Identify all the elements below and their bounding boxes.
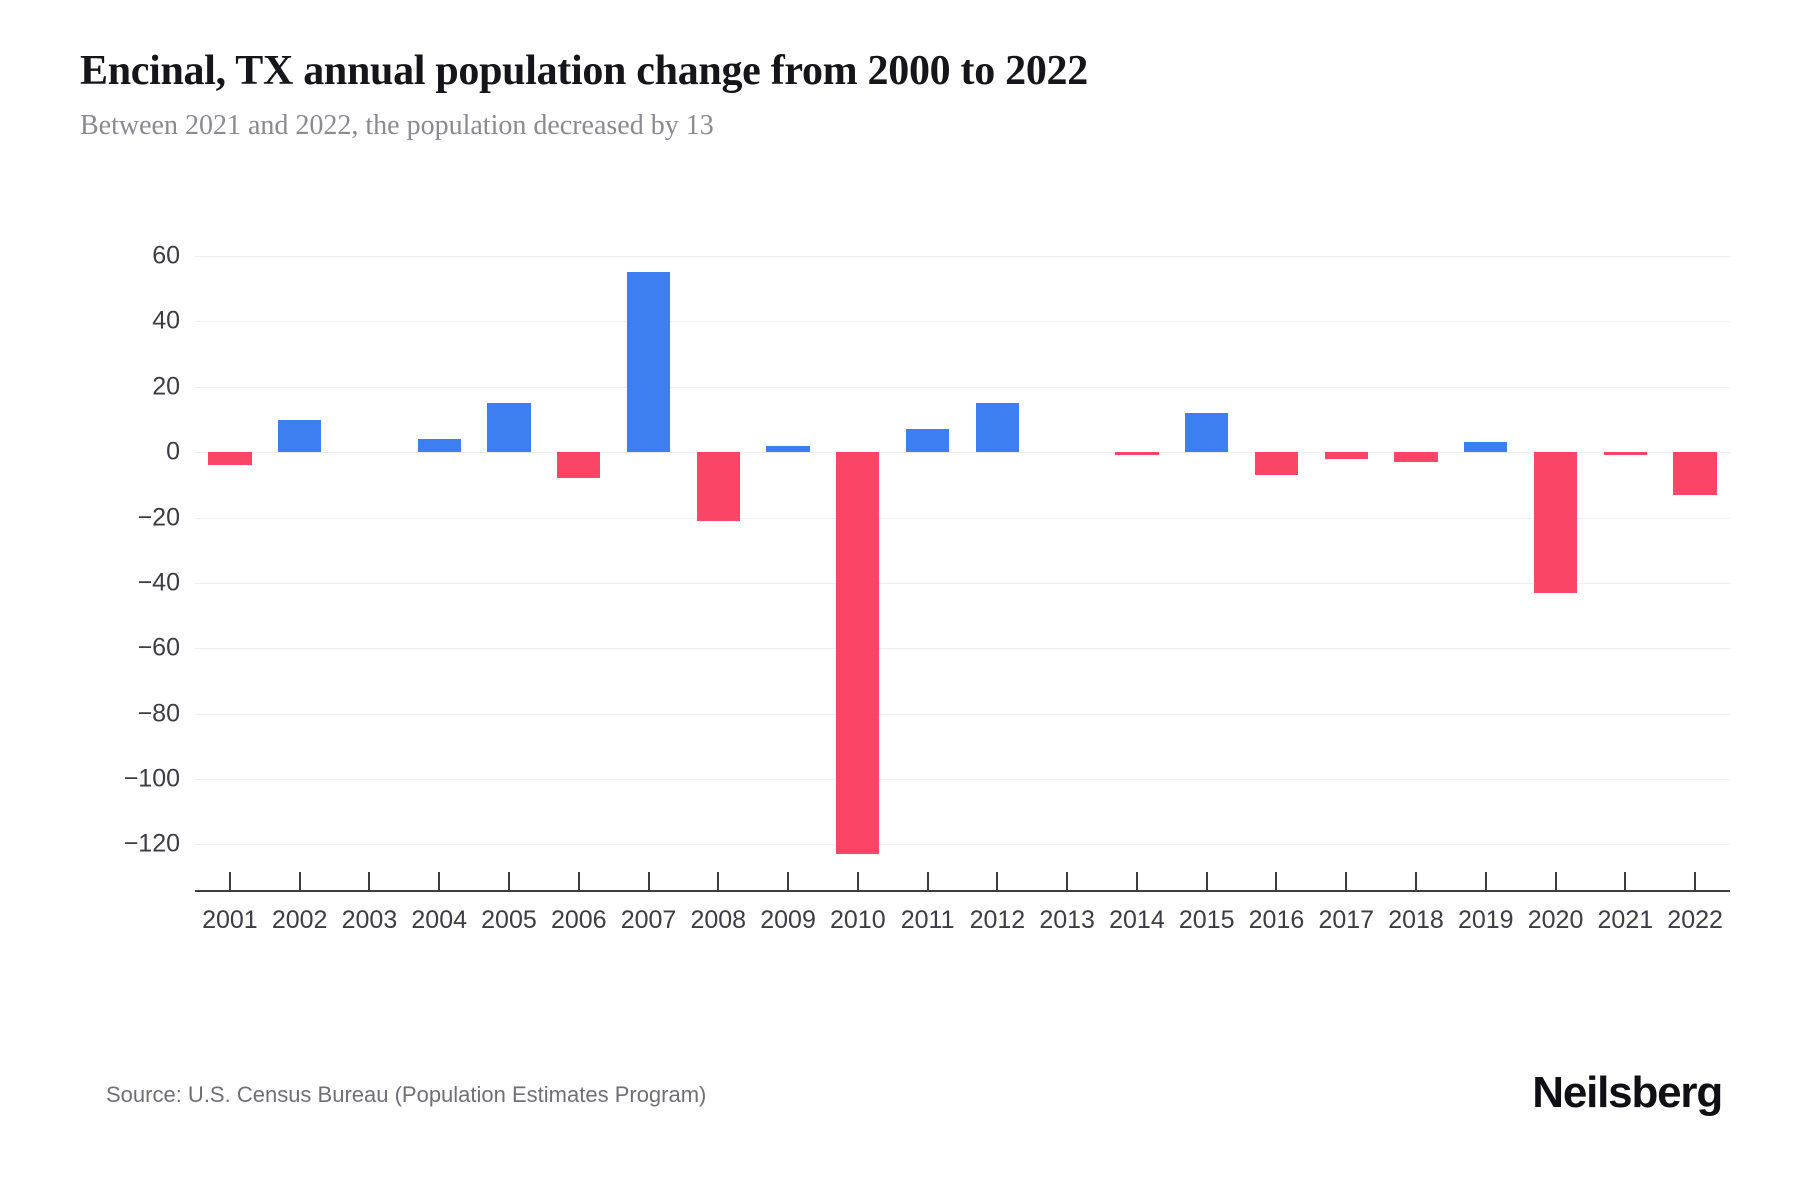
x-axis-tick-label: 2010	[830, 906, 886, 934]
gridline	[195, 256, 1730, 258]
bar-2012[interactable]	[975, 403, 1019, 453]
bar-2016[interactable]	[1254, 452, 1299, 476]
bar-2015[interactable]	[1185, 412, 1229, 453]
gridline	[195, 778, 1730, 780]
gridline	[195, 517, 1730, 519]
bar-2017[interactable]	[1324, 452, 1368, 459]
plot-area: 60 40 20 0 −20 −40 −60 −80 −100 −120	[0, 230, 1800, 890]
bar-2001[interactable]	[208, 452, 252, 466]
x-axis-tick-label: 2022	[1667, 906, 1723, 934]
y-axis-labels: 60 40 20 0 −20 −40 −60 −80 −100 −120	[70, 230, 180, 890]
x-axis-tick-label: 2008	[690, 906, 747, 934]
bar-2006[interactable]	[557, 452, 601, 479]
bar-2008[interactable]	[696, 452, 740, 521]
bar-2011[interactable]	[905, 429, 950, 453]
source-note: Source: U.S. Census Bureau (Population E…	[106, 1082, 707, 1107]
x-axis-tick-label: 2003	[341, 906, 398, 934]
x-axis-tick-label: 2021	[1597, 906, 1654, 934]
x-axis-line	[195, 890, 1730, 892]
grid-area	[195, 230, 1730, 890]
y-axis-tick-label: 40	[152, 306, 180, 335]
x-axis-tick	[228, 872, 231, 890]
x-axis-tick-label: 2014	[1109, 906, 1165, 934]
x-axis-tick	[507, 872, 510, 890]
y-axis-tick-label: −100	[123, 764, 180, 793]
x-axis-tick-label: 2012	[969, 906, 1026, 934]
bar-2009[interactable]	[766, 445, 810, 453]
page-title: Encinal, TX annual population change fro…	[80, 48, 1088, 94]
x-axis-tick	[1484, 872, 1487, 890]
x-axis-tick-label: 2002	[271, 906, 328, 934]
x-axis-tick-label: 2011	[900, 906, 955, 934]
x-axis-tick	[856, 872, 859, 890]
x-axis-tick	[577, 872, 580, 890]
y-axis-tick-label: −40	[137, 568, 180, 597]
y-axis-tick-label: −20	[137, 503, 180, 532]
x-axis-tick-label: 2006	[550, 906, 607, 934]
x-axis-tick-label: 2018	[1388, 906, 1444, 934]
x-axis-tick-label: 2017	[1318, 906, 1375, 934]
bar-2010[interactable]	[836, 452, 880, 855]
x-axis-labels: 2001 2002 2003 2004 2005 2006 2007 2008 2009 2010…	[195, 906, 1730, 946]
x-axis-tick-label: 2015	[1178, 906, 1235, 934]
gridline	[195, 713, 1730, 715]
y-axis-tick-label: 60	[152, 241, 180, 270]
x-axis-tick-label: 2004	[411, 906, 468, 934]
x-axis-tick	[1275, 872, 1278, 890]
y-axis-tick-label: 20	[152, 372, 180, 401]
zero-gridline	[195, 452, 1730, 454]
x-axis-tick-label: 2005	[481, 906, 537, 934]
x-axis-tick	[787, 872, 790, 890]
bar-2018[interactable]	[1394, 452, 1438, 462]
x-axis-tick	[1694, 872, 1697, 890]
x-axis-tick	[298, 872, 301, 890]
x-axis-tick	[1624, 872, 1627, 890]
x-axis-ticks	[195, 872, 1730, 892]
x-axis-tick	[1415, 872, 1418, 890]
gridline	[195, 844, 1730, 846]
gridline	[195, 582, 1730, 584]
gridline	[195, 321, 1730, 323]
x-axis-tick	[926, 872, 929, 890]
y-axis-tick-label: 0	[166, 437, 180, 466]
x-axis-tick-label: 2016	[1248, 906, 1305, 934]
y-axis-tick-label: −120	[123, 829, 180, 858]
x-axis-tick	[1066, 872, 1069, 890]
gridline	[195, 386, 1730, 388]
x-axis-tick	[996, 872, 999, 890]
x-axis-tick	[717, 872, 720, 890]
x-axis-tick-label: 2020	[1527, 906, 1584, 934]
bar-series	[195, 230, 1730, 890]
chart-subtitle: Between 2021 and 2022, the population de…	[80, 110, 714, 142]
x-axis-tick-label: 2013	[1039, 906, 1095, 934]
x-axis-tick	[1345, 872, 1348, 890]
chart-header: Encinal, TX annual population change fro…	[80, 48, 1720, 143]
bar-2007[interactable]	[626, 272, 671, 453]
gridline	[195, 648, 1730, 650]
x-axis-tick-label: 2007	[620, 906, 677, 934]
x-axis-tick	[368, 872, 371, 890]
bar-2014[interactable]	[1115, 452, 1159, 456]
brand-logo: Neilsberg	[1532, 1068, 1723, 1117]
x-axis-tick-label: 2019	[1457, 906, 1514, 934]
y-axis-tick-label: −80	[137, 699, 180, 728]
bar-2021[interactable]	[1603, 452, 1647, 456]
x-axis-tick	[1205, 872, 1208, 890]
bar-2005[interactable]	[487, 403, 531, 453]
bar-2019[interactable]	[1464, 442, 1508, 453]
bar-2020[interactable]	[1533, 452, 1578, 593]
x-axis-tick	[647, 872, 650, 890]
x-axis-tick-label: 2009	[760, 906, 816, 934]
x-axis-tick	[438, 872, 441, 890]
bar-2002[interactable]	[278, 419, 322, 453]
x-axis-tick	[1135, 872, 1138, 890]
bar-2004[interactable]	[417, 439, 461, 453]
x-axis-tick-label: 2001	[202, 906, 258, 934]
bar-2022[interactable]	[1673, 452, 1717, 495]
x-axis-tick	[1554, 872, 1557, 890]
y-axis-tick-label: −60	[137, 633, 180, 662]
